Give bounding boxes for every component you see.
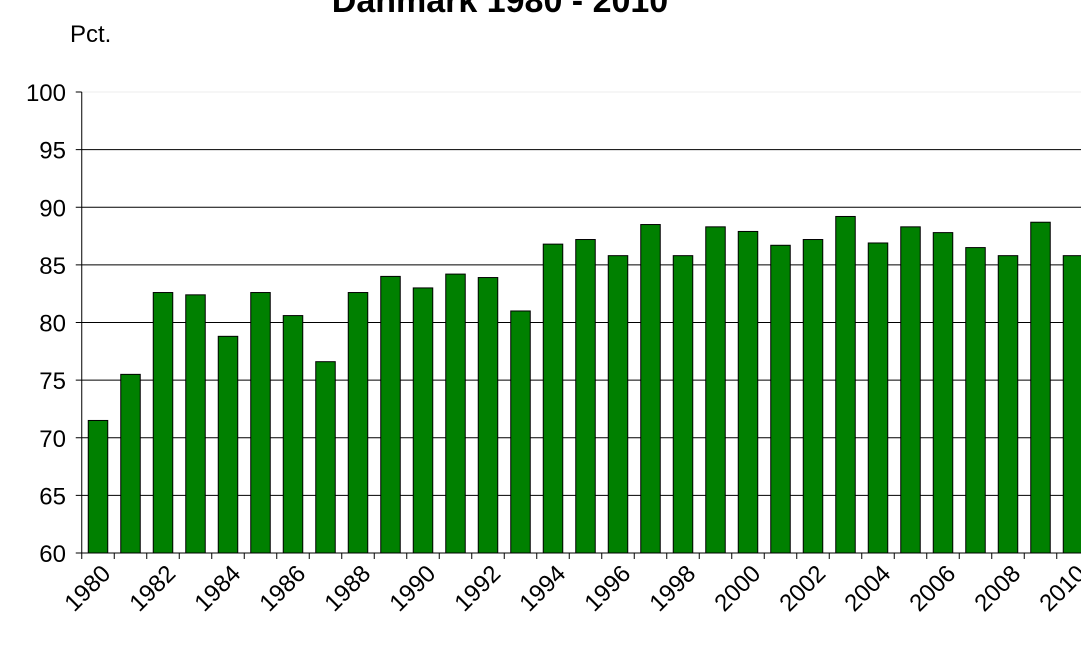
bar bbox=[737, 230, 759, 554]
x-tick-label: 2000 bbox=[709, 560, 766, 617]
x-tick-label: 1986 bbox=[254, 560, 311, 617]
bar bbox=[412, 287, 434, 554]
y-tick-label: 95 bbox=[39, 138, 66, 165]
bar bbox=[607, 255, 629, 554]
x-tick-label: 2010 bbox=[1034, 560, 1081, 617]
chart-title: Danmark 1980 - 2010 bbox=[332, 0, 668, 20]
x-tick-label: 1996 bbox=[579, 560, 636, 617]
x-tick-label: 2006 bbox=[904, 560, 961, 617]
bar bbox=[152, 292, 174, 554]
bar bbox=[802, 239, 824, 554]
x-tick-label: 2004 bbox=[839, 560, 896, 617]
bar bbox=[250, 292, 271, 554]
bar bbox=[477, 277, 499, 554]
bar bbox=[672, 255, 694, 554]
bar bbox=[835, 215, 856, 554]
bar bbox=[640, 224, 661, 554]
bar bbox=[997, 255, 1019, 554]
bar bbox=[217, 335, 239, 554]
y-tick-label: 85 bbox=[39, 253, 66, 280]
x-tick-label: 1990 bbox=[384, 560, 441, 617]
y-tick-label: 75 bbox=[39, 368, 66, 395]
x-tick-label: 1988 bbox=[319, 560, 376, 617]
bar bbox=[705, 226, 726, 554]
y-tick-label: 90 bbox=[39, 195, 66, 222]
bar bbox=[185, 294, 206, 554]
bar bbox=[380, 275, 401, 554]
y-tick-label: 70 bbox=[39, 426, 66, 453]
bar bbox=[315, 361, 336, 554]
bar bbox=[542, 243, 564, 554]
x-tick-label: 1982 bbox=[124, 560, 181, 617]
bar bbox=[1062, 255, 1081, 554]
bar bbox=[87, 419, 109, 554]
bar bbox=[867, 242, 889, 554]
y-tick-label: 60 bbox=[39, 541, 66, 568]
bar bbox=[965, 247, 986, 554]
bar bbox=[1030, 221, 1051, 554]
x-tick-label: 1998 bbox=[644, 560, 701, 617]
bar bbox=[445, 273, 466, 554]
y-tick-label: 100 bbox=[26, 80, 66, 107]
bar bbox=[282, 315, 304, 554]
bar bbox=[575, 239, 596, 554]
x-tick-label: 1980 bbox=[59, 560, 116, 617]
y-tick-label: 65 bbox=[39, 483, 66, 510]
x-tick-label: 2002 bbox=[774, 560, 831, 617]
bar bbox=[932, 232, 954, 554]
bar bbox=[347, 292, 369, 554]
y-axis-label: Pct. bbox=[70, 21, 111, 48]
x-tick-label: 2008 bbox=[969, 560, 1026, 617]
x-tick-label: 1984 bbox=[189, 560, 246, 617]
y-tick-label: 80 bbox=[39, 311, 66, 338]
x-tick-label: 1992 bbox=[449, 560, 506, 617]
x-tick-label: 1994 bbox=[514, 560, 571, 617]
bar bbox=[770, 244, 791, 554]
bar bbox=[900, 226, 921, 554]
bar bbox=[120, 373, 141, 554]
bar bbox=[510, 310, 531, 554]
